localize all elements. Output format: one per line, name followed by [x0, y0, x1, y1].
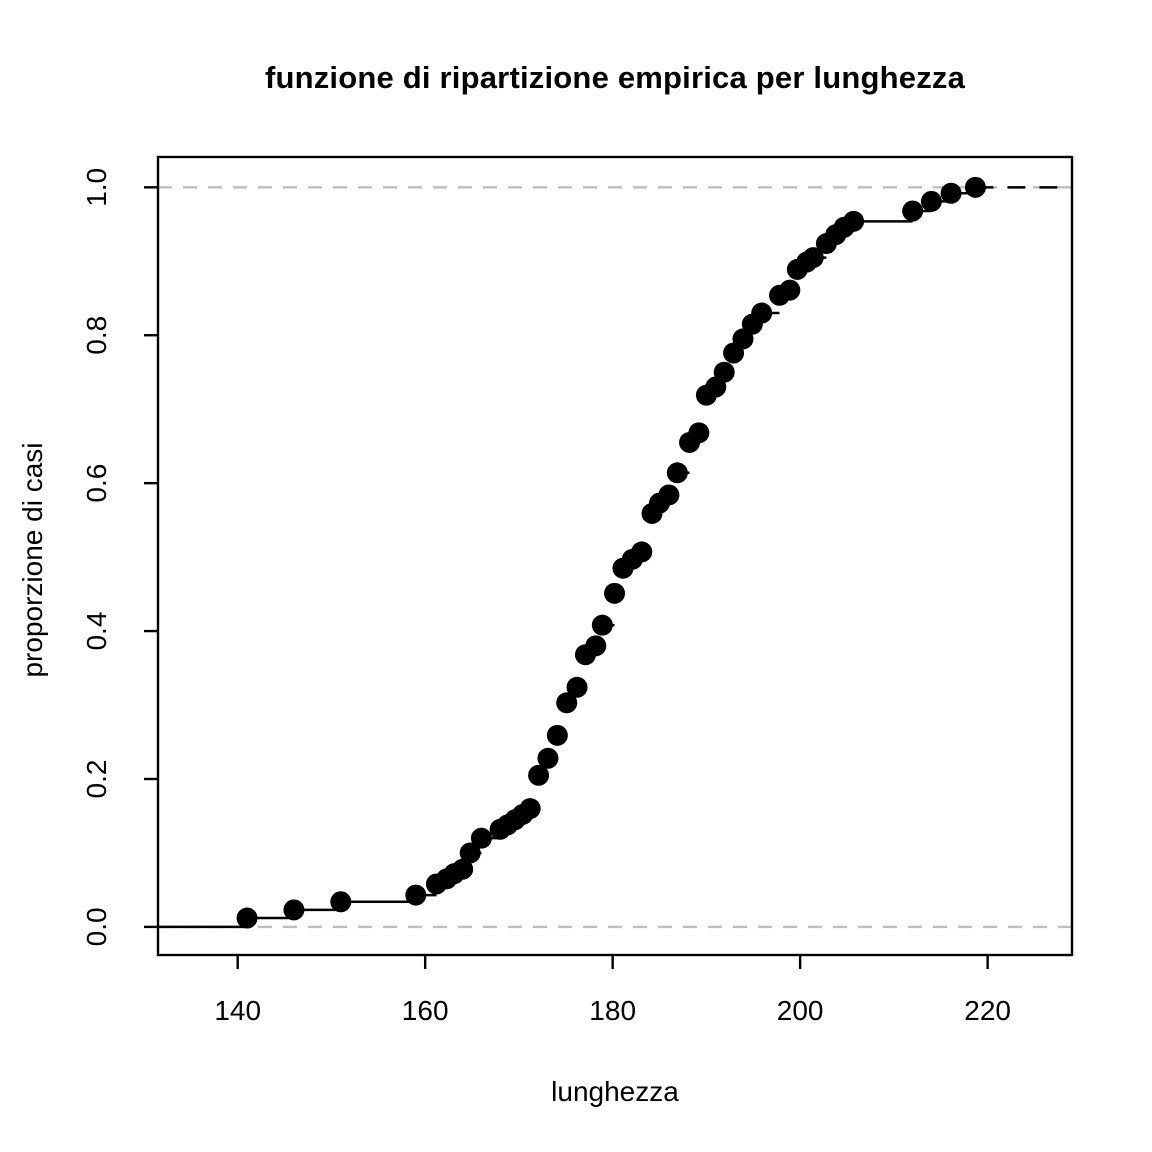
data-point [604, 582, 626, 604]
data-point [283, 899, 305, 921]
data-point [779, 279, 801, 301]
y-tick-label: 0.8 [81, 316, 112, 355]
y-axis: 0.0 0.2 0.4 0.6 0.8 1.0 [81, 168, 158, 946]
ecdf-steps [158, 186, 1072, 929]
data-point [591, 614, 613, 636]
plot-frame [156, 155, 1074, 957]
data-point [658, 484, 680, 506]
y-tick-label: 0.4 [81, 612, 112, 651]
y-tick-label: 0.2 [81, 760, 112, 799]
reference-lines [158, 186, 1072, 929]
x-tick-label: 220 [964, 995, 1011, 1026]
data-point [585, 635, 607, 657]
data-point [902, 200, 924, 222]
x-tick-label: 140 [214, 995, 261, 1026]
y-tick-label: 1.0 [81, 168, 112, 207]
data-point [713, 361, 735, 383]
data-point [236, 907, 258, 929]
data-point [920, 190, 942, 212]
data-point [802, 247, 824, 269]
data-point [528, 764, 550, 786]
x-axis: 140 160 180 200 220 [214, 955, 1011, 1026]
data-point [459, 842, 481, 864]
x-tick-label: 200 [777, 995, 824, 1026]
ecdf-points [236, 176, 986, 929]
data-point [843, 210, 865, 232]
y-tick-label: 0.6 [81, 464, 112, 503]
data-point [330, 891, 352, 913]
data-point [519, 798, 541, 820]
y-tick-label: 0.0 [81, 907, 112, 946]
data-point [566, 676, 588, 698]
data-point [405, 884, 427, 906]
data-point [452, 858, 474, 880]
data-point [556, 692, 578, 714]
data-point [546, 724, 568, 746]
x-axis-label: lunghezza [551, 1076, 679, 1107]
data-point [688, 422, 710, 444]
data-point [751, 302, 773, 324]
x-tick-label: 180 [589, 995, 636, 1026]
step-path [158, 191, 976, 929]
data-point [470, 827, 492, 849]
chart-title: funzione di ripartizione empirica per lu… [264, 60, 966, 95]
x-tick-label: 160 [402, 995, 449, 1026]
data-point [964, 176, 986, 198]
data-point [537, 747, 559, 769]
data-point [666, 462, 688, 484]
data-point [940, 182, 962, 204]
data-point [631, 541, 653, 563]
